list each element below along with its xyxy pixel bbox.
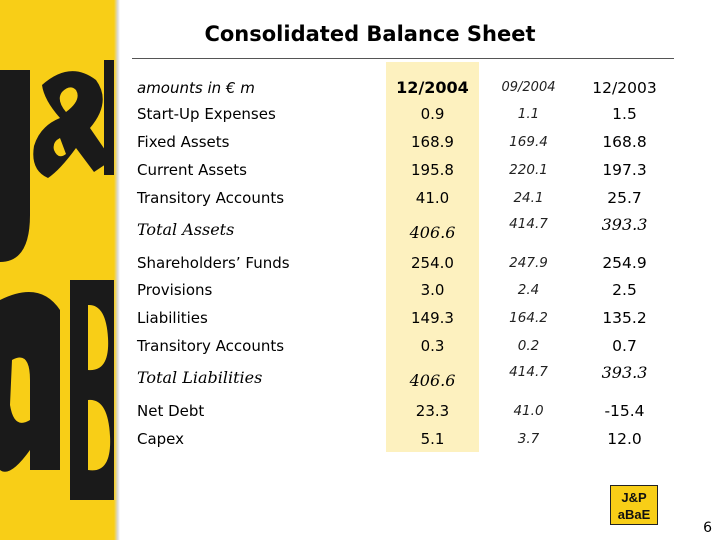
- value-09-2004: 247.9: [509, 255, 548, 271]
- row-label: Total Liabilities: [137, 368, 263, 387]
- value-09-2004: 24.1: [513, 190, 544, 206]
- value-12-2003: 197.3: [602, 161, 647, 179]
- svg-text:J&P: J&P: [621, 490, 647, 505]
- svg-text:aBaE: aBaE: [618, 507, 651, 522]
- value-12-2003: -15.4: [604, 402, 645, 420]
- table-row: Transitory Accounts 41.0 24.1 25.7: [137, 186, 677, 210]
- value-09-2004: 41.0: [513, 403, 544, 419]
- value-09-2004: 3.7: [517, 431, 540, 447]
- value-12-2003: 254.9: [602, 254, 647, 272]
- row-label: Liabilities: [137, 309, 208, 327]
- column-header-12-2003: 12/2003: [592, 79, 657, 97]
- value-12-2003: 0.7: [612, 337, 637, 355]
- current-period-highlight: [386, 62, 479, 452]
- value-09-2004: 169.4: [509, 134, 548, 150]
- column-header-12-2004: 12/2004: [396, 78, 469, 97]
- page-title: Consolidated Balance Sheet: [204, 22, 536, 46]
- table-row: Fixed Assets 168.9 169.4 168.8: [137, 130, 677, 154]
- value-12-2004: 41.0: [415, 189, 450, 207]
- value-12-2004: 149.3: [411, 309, 454, 327]
- value-12-2004: 406.6: [409, 371, 456, 390]
- units-label: amounts in € m: [137, 79, 255, 97]
- value-12-2004: 0.9: [420, 105, 445, 123]
- value-12-2003: 168.8: [602, 133, 647, 151]
- value-12-2003: 12.0: [607, 430, 642, 448]
- row-label: Fixed Assets: [137, 133, 230, 151]
- value-09-2004: 414.7: [509, 216, 548, 232]
- value-12-2004: 23.3: [415, 402, 450, 420]
- value-12-2003: 1.5: [612, 105, 637, 123]
- jp-abae-logo-icon: J&P aBaE: [618, 490, 651, 522]
- table-header-row: amounts in € m 12/2004 09/2004 12/2003: [137, 76, 677, 100]
- company-logo: J&P aBaE: [610, 485, 658, 525]
- row-label: Transitory Accounts: [137, 189, 285, 207]
- value-12-2004: 168.9: [411, 133, 454, 151]
- row-label: Start-Up Expenses: [137, 105, 276, 123]
- row-label: Provisions: [137, 281, 213, 299]
- row-label: Total Assets: [137, 220, 235, 239]
- value-12-2004: 254.0: [411, 254, 454, 272]
- brand-watermark-icon: [0, 60, 120, 500]
- value-12-2004: 406.6: [409, 223, 456, 242]
- page-number: 6: [703, 520, 712, 536]
- row-label: Current Assets: [137, 161, 247, 179]
- total-liabilities-row: Total Liabilities 406.6 414.7 393.3: [137, 363, 677, 390]
- table-row: Shareholders’ Funds 254.0 247.9 254.9: [137, 251, 677, 275]
- value-12-2004: 195.8: [411, 161, 454, 179]
- table-row: Liabilities 149.3 164.2 135.2: [137, 306, 677, 330]
- table-row: Current Assets 195.8 220.1 197.3: [137, 158, 677, 182]
- value-12-2003: 25.7: [607, 189, 642, 207]
- row-label: Net Debt: [137, 402, 205, 420]
- value-09-2004: 0.2: [517, 338, 540, 354]
- table-row: Capex 5.1 3.7 12.0: [137, 427, 677, 451]
- value-12-2003: 393.3: [601, 215, 648, 234]
- column-header-09-2004: 09/2004: [501, 80, 556, 95]
- value-12-2003: 2.5: [612, 281, 637, 299]
- value-09-2004: 1.1: [517, 106, 540, 122]
- value-12-2004: 5.1: [420, 430, 445, 448]
- row-label: Transitory Accounts: [137, 337, 285, 355]
- row-label: Capex: [137, 430, 185, 448]
- value-09-2004: 414.7: [509, 364, 548, 380]
- value-09-2004: 164.2: [509, 310, 548, 326]
- value-12-2004: 3.0: [420, 281, 445, 299]
- table-row: Net Debt 23.3 41.0 -15.4: [137, 399, 677, 423]
- table-row: Start-Up Expenses 0.9 1.1 1.5: [137, 102, 677, 126]
- value-09-2004: 220.1: [509, 162, 548, 178]
- table-row: Provisions 3.0 2.4 2.5: [137, 278, 677, 302]
- value-12-2003: 393.3: [601, 363, 648, 382]
- title-divider: [132, 58, 674, 59]
- value-12-2004: 0.3: [420, 337, 445, 355]
- value-09-2004: 2.4: [517, 282, 540, 298]
- table-row: Transitory Accounts 0.3 0.2 0.7: [137, 334, 677, 358]
- total-assets-row: Total Assets 406.6 414.7 393.3: [137, 215, 677, 242]
- value-12-2003: 135.2: [602, 309, 647, 327]
- brand-strip: [0, 0, 120, 540]
- row-label: Shareholders’ Funds: [137, 254, 290, 272]
